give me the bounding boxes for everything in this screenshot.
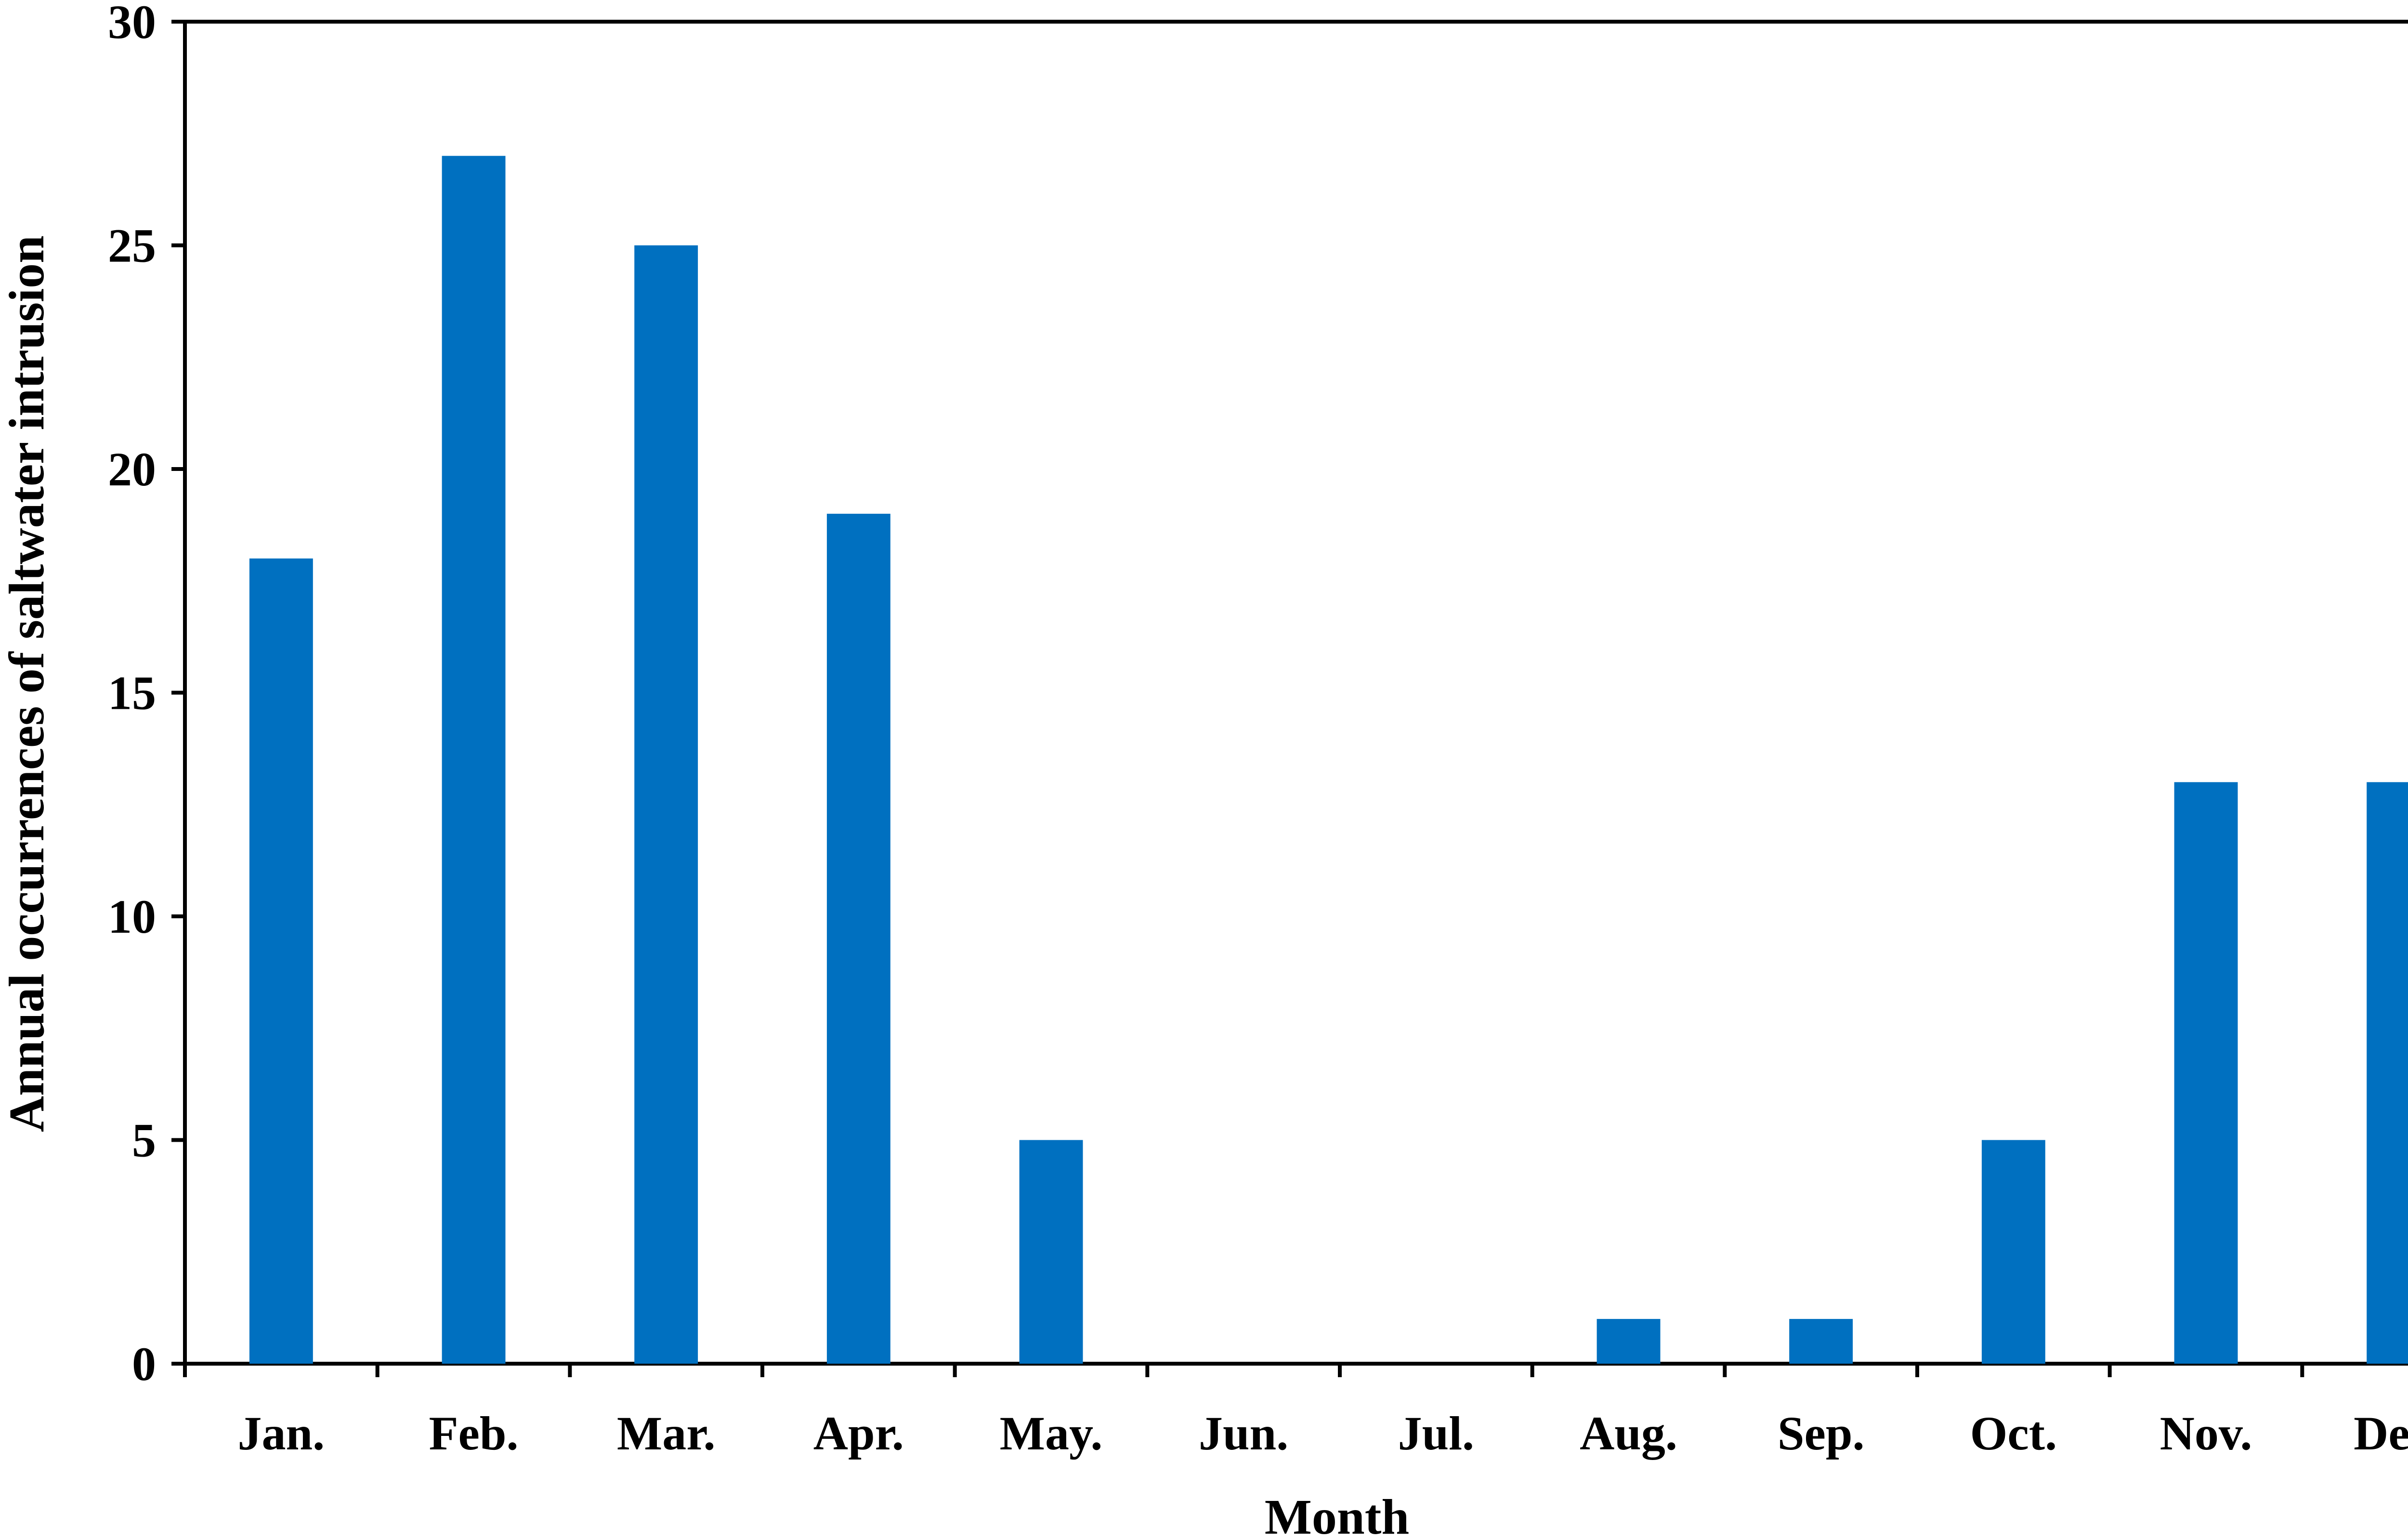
bar-series <box>249 156 2408 1364</box>
x-tick-label: Jan. <box>238 1407 325 1460</box>
y-tick-label: 0 <box>132 1337 156 1391</box>
x-tick-label: May. <box>1000 1407 1103 1460</box>
bar-dec <box>2367 782 2408 1364</box>
y-axis-ticks: 0 5 10 15 20 25 30 <box>108 0 185 1391</box>
x-tick-label: Sep. <box>1778 1407 1865 1460</box>
bar-jan <box>249 558 313 1364</box>
bar-mar <box>634 245 698 1364</box>
bar-nov <box>2174 782 2238 1364</box>
y-tick-label: 20 <box>108 443 156 496</box>
x-tick-label: Mar. <box>617 1407 716 1460</box>
x-axis-ticks: Jan. Feb. Mar. Apr. May. Jun. Jul. Aug. Sep. Oct.… <box>183 1364 2408 1460</box>
bar-sep <box>1789 1319 1853 1364</box>
y-tick-label: 30 <box>108 0 156 49</box>
bar-may <box>1019 1140 1083 1364</box>
x-tick-label: Feb. <box>429 1407 518 1460</box>
x-tick-label: Nov. <box>2160 1407 2252 1460</box>
x-tick-label: Jul. <box>1398 1407 1474 1460</box>
bar-feb <box>442 156 506 1364</box>
x-axis-title: Month <box>1265 1489 1409 1538</box>
x-tick-label: Apr. <box>813 1407 904 1460</box>
y-tick-label: 10 <box>108 890 156 943</box>
bar-oct <box>1981 1140 2045 1364</box>
x-tick-label: Aug. <box>1580 1407 1677 1460</box>
bar-aug <box>1597 1319 1661 1364</box>
x-tick-label: Dec. <box>2354 1407 2408 1460</box>
x-tick-label: Oct. <box>1970 1407 2057 1460</box>
plot-frame <box>183 20 2408 1366</box>
y-tick-label: 25 <box>108 219 156 273</box>
y-tick-label: 5 <box>132 1114 156 1167</box>
bar-apr <box>826 513 890 1364</box>
y-axis-title: Annual occurrences of saltwater intrusio… <box>0 235 54 1132</box>
y-tick-label: 15 <box>108 666 156 720</box>
x-tick-label: Jun. <box>1199 1407 1288 1460</box>
